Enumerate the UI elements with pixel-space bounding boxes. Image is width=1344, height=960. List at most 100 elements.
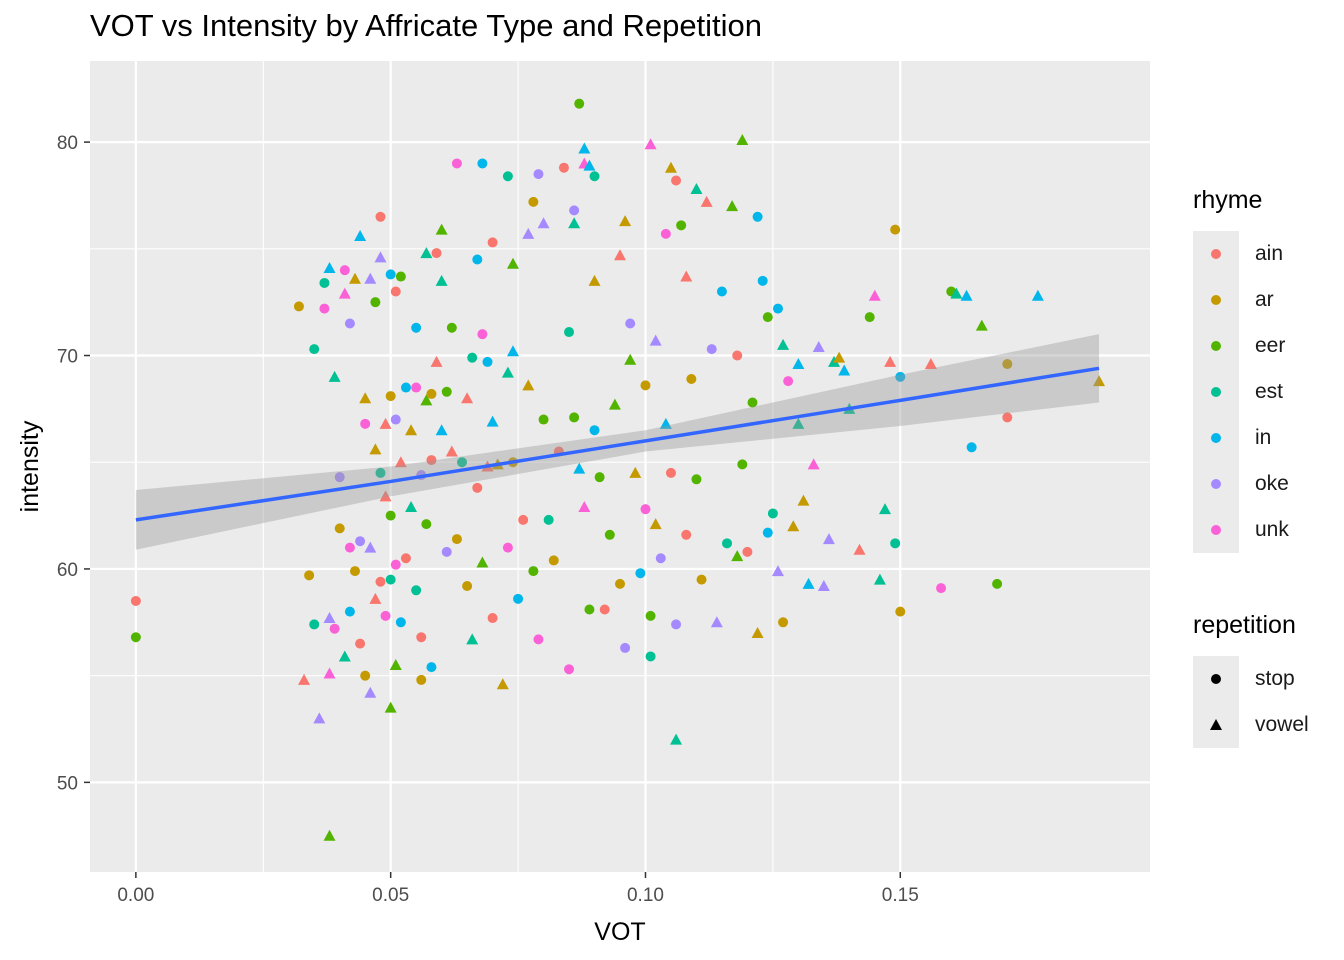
point-stop-ain xyxy=(487,613,498,624)
x-tick-label: 0.15 xyxy=(882,885,919,906)
color-legend-title: rhyme xyxy=(1193,186,1263,214)
point-vowel-ar xyxy=(619,215,632,227)
chart-title: VOT vs Intensity by Affricate Type and R… xyxy=(90,8,763,43)
point-vowel-est xyxy=(670,733,683,745)
legend-item-eer: eer xyxy=(1193,323,1289,369)
point-vowel-in xyxy=(960,289,973,301)
point-stop-ain xyxy=(732,350,743,361)
point-stop-eer xyxy=(528,566,539,577)
point-stop-oke xyxy=(671,619,682,630)
point-stop-in xyxy=(966,442,977,453)
point-vowel-eer xyxy=(726,200,739,212)
point-stop-ain xyxy=(671,175,682,186)
point-vowel-in xyxy=(486,415,499,427)
point-vowel-ain xyxy=(680,270,693,282)
point-vowel-in xyxy=(659,417,672,429)
point-stop-eer xyxy=(747,397,758,408)
legend-swatch xyxy=(1211,341,1221,351)
point-stop-unk xyxy=(660,228,671,239)
point-stop-ain xyxy=(130,595,141,606)
point-stop-eer xyxy=(130,632,141,643)
point-vowel-oke xyxy=(522,227,535,239)
point-stop-oke xyxy=(625,318,636,329)
point-stop-est xyxy=(767,508,778,519)
point-stop-ain xyxy=(375,576,386,587)
point-vowel-ar xyxy=(588,274,601,286)
legend-label: in xyxy=(1255,426,1272,449)
point-vowel-est xyxy=(950,287,963,299)
legend-swatch xyxy=(1211,249,1221,259)
point-stop-eer xyxy=(446,322,457,333)
point-stop-in xyxy=(411,322,422,333)
point-vowel-unk xyxy=(338,287,351,299)
x-tick-label: 0.10 xyxy=(627,885,664,906)
point-vowel-ain xyxy=(853,543,866,555)
point-vowel-eer xyxy=(624,353,637,365)
point-vowel-ain xyxy=(884,355,897,367)
point-vowel-unk xyxy=(644,138,657,150)
point-stop-eer xyxy=(992,578,1003,589)
point-vowel-unk xyxy=(868,289,881,301)
legend-item-stop: stop xyxy=(1193,656,1309,702)
point-stop-oke xyxy=(344,318,355,329)
point-stop-eer xyxy=(762,312,773,323)
point-vowel-est xyxy=(435,274,448,286)
point-stop-in xyxy=(400,382,411,393)
point-vowel-ar xyxy=(1093,375,1106,387)
legend-item-ain: ain xyxy=(1193,231,1289,277)
point-vowel-est xyxy=(466,633,479,645)
point-stop-unk xyxy=(390,559,401,570)
point-stop-ain xyxy=(390,286,401,297)
legend-item-vowel: vowel xyxy=(1193,702,1309,748)
y-tick-label: 80 xyxy=(57,133,78,154)
point-vowel-ain xyxy=(614,249,626,261)
point-vowel-oke xyxy=(364,272,377,284)
x-tick-label: 0.05 xyxy=(372,885,409,906)
point-stop-ain xyxy=(355,638,366,649)
point-vowel-ain xyxy=(369,592,382,604)
legend-swatch xyxy=(1211,433,1221,443)
point-stop-est xyxy=(385,574,396,585)
point-stop-in xyxy=(513,593,524,604)
point-vowel-ar xyxy=(349,272,361,284)
point-stop-est xyxy=(589,171,600,182)
point-vowel-est xyxy=(690,183,703,195)
point-stop-ar xyxy=(640,380,651,391)
point-stop-est xyxy=(645,651,656,662)
point-vowel-ar xyxy=(369,443,382,455)
point-vowel-oke xyxy=(374,251,387,263)
point-stop-ain xyxy=(742,546,753,557)
legend-swatch xyxy=(1211,295,1221,305)
point-stop-ain xyxy=(416,632,427,643)
point-vowel-est xyxy=(873,573,886,585)
point-vowel-oke xyxy=(649,334,662,346)
legend-swatch xyxy=(1211,479,1221,489)
point-stop-est xyxy=(457,457,468,468)
legend-item-est: est xyxy=(1193,369,1289,415)
point-stop-ar xyxy=(895,606,906,617)
point-stop-ain xyxy=(400,553,411,564)
point-vowel-ain xyxy=(924,358,937,370)
point-stop-oke xyxy=(355,536,366,547)
legend-item-unk: unk xyxy=(1193,507,1289,553)
legend-key xyxy=(1193,277,1239,323)
point-vowel-oke xyxy=(313,712,326,724)
point-stop-ar xyxy=(293,301,304,312)
legend-item-in: in xyxy=(1193,415,1289,461)
point-vowel-in xyxy=(802,577,815,589)
point-vowel-eer xyxy=(420,394,433,406)
legend-key xyxy=(1193,656,1239,702)
point-vowel-eer xyxy=(435,223,448,235)
point-vowel-eer xyxy=(736,133,749,145)
point-vowel-est xyxy=(328,370,341,382)
point-vowel-oke xyxy=(537,217,550,229)
legend-label: est xyxy=(1255,380,1284,403)
legend-label: eer xyxy=(1255,334,1286,357)
point-stop-in xyxy=(344,606,355,617)
legend-key xyxy=(1193,507,1239,553)
point-vowel-eer xyxy=(384,701,397,713)
point-stop-eer xyxy=(737,459,748,470)
point-vowel-oke xyxy=(822,533,835,545)
point-stop-eer xyxy=(385,510,396,521)
point-stop-oke xyxy=(334,472,345,483)
